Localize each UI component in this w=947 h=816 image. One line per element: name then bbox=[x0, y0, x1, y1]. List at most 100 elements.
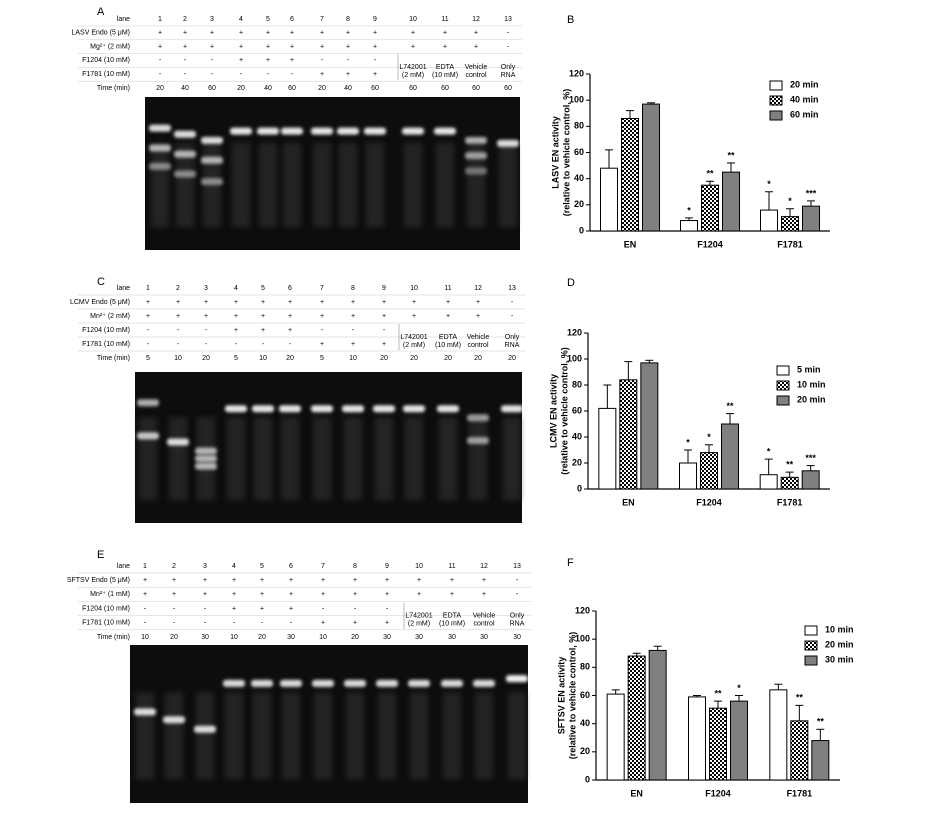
cell: 5 bbox=[260, 563, 264, 570]
cell: + bbox=[411, 43, 415, 50]
cell: 10 bbox=[141, 634, 149, 641]
cell: 6 bbox=[289, 563, 293, 570]
lane-note: Vehicle bbox=[473, 612, 496, 619]
cell: 30 bbox=[480, 634, 488, 641]
significance: ** bbox=[714, 689, 722, 699]
cell: 8 bbox=[351, 285, 355, 292]
lane-note: control bbox=[465, 72, 486, 79]
lane-note: L742001 bbox=[400, 334, 427, 341]
gel-band bbox=[279, 405, 301, 413]
bar bbox=[640, 362, 659, 490]
gel-band bbox=[149, 162, 171, 170]
lane-note: L742001 bbox=[399, 64, 426, 71]
gel-band bbox=[174, 150, 196, 158]
gel-smear bbox=[436, 142, 454, 228]
gel-smear bbox=[151, 142, 169, 228]
cell: + bbox=[450, 577, 454, 584]
cell: + bbox=[373, 30, 377, 37]
legend-swatch bbox=[804, 655, 818, 666]
cell: 7 bbox=[320, 16, 324, 23]
y-tick-label: 100 bbox=[569, 95, 584, 105]
cell: + bbox=[351, 299, 355, 306]
cell: - bbox=[511, 299, 514, 306]
y-axis-label: SFTSV EN activity bbox=[556, 657, 566, 735]
bar bbox=[621, 117, 639, 232]
legend-label: 40 min bbox=[790, 94, 819, 104]
cell: 5 bbox=[234, 355, 238, 362]
gel-band bbox=[337, 127, 359, 135]
cell: 12 bbox=[480, 563, 488, 570]
cell: 5 bbox=[266, 16, 270, 23]
x-tick-label: EN bbox=[630, 788, 643, 798]
gel-band bbox=[311, 405, 333, 413]
bar bbox=[780, 476, 799, 490]
cell: + bbox=[385, 620, 389, 627]
gel-smear bbox=[227, 417, 245, 501]
bar bbox=[769, 689, 788, 781]
gel-band bbox=[252, 405, 274, 413]
gel-smear bbox=[339, 142, 357, 228]
significance: * bbox=[686, 437, 690, 447]
cell: - bbox=[511, 313, 514, 320]
cell: + bbox=[266, 43, 270, 50]
gel-smear bbox=[475, 692, 493, 780]
bar bbox=[709, 707, 727, 781]
cell: + bbox=[146, 313, 150, 320]
gel-smear bbox=[232, 142, 250, 228]
gel-band bbox=[467, 414, 489, 422]
significance: ** bbox=[786, 459, 794, 469]
cell: + bbox=[474, 30, 478, 37]
cell: - bbox=[205, 327, 208, 334]
cell: 10 bbox=[410, 285, 418, 292]
cell: + bbox=[158, 30, 162, 37]
cell: 4 bbox=[234, 285, 238, 292]
cell: - bbox=[184, 71, 187, 78]
gel-band bbox=[434, 127, 456, 135]
panel-label: E bbox=[97, 549, 104, 561]
lane-note: Vehicle bbox=[465, 64, 488, 71]
cell: 3 bbox=[203, 563, 207, 570]
row-label: Time (min) bbox=[97, 355, 130, 362]
cell: 13 bbox=[504, 16, 512, 23]
cell: 20 bbox=[318, 85, 326, 92]
bar bbox=[642, 103, 660, 232]
significance: * bbox=[767, 179, 771, 189]
legend-swatch bbox=[769, 110, 783, 121]
legend-label: 20 min bbox=[790, 79, 819, 89]
y-tick-label: 40 bbox=[580, 718, 590, 728]
cell: 6 bbox=[288, 285, 292, 292]
cell: - bbox=[267, 71, 270, 78]
cell: 11 bbox=[448, 563, 455, 570]
cell: 5 bbox=[320, 355, 324, 362]
y-axis-label: LCMV EN activity bbox=[548, 374, 558, 448]
cell: 20 bbox=[258, 634, 266, 641]
cell: + bbox=[146, 299, 150, 306]
cell: + bbox=[261, 299, 265, 306]
cell: + bbox=[346, 71, 350, 78]
cell: - bbox=[233, 620, 236, 627]
gel-band bbox=[195, 447, 217, 455]
cell: 1 bbox=[158, 16, 162, 23]
cell: + bbox=[176, 299, 180, 306]
cell: 60 bbox=[208, 85, 216, 92]
cell: 1 bbox=[146, 285, 150, 292]
cell: 2 bbox=[183, 16, 187, 23]
lane-note: control bbox=[473, 620, 494, 627]
cell: + bbox=[320, 30, 324, 37]
cell: 2 bbox=[176, 285, 180, 292]
cell: 20 bbox=[156, 85, 164, 92]
gel-smear bbox=[313, 417, 331, 501]
gel-band bbox=[344, 679, 366, 687]
row-label: LASV Endo (5 μM) bbox=[71, 30, 130, 37]
bar bbox=[619, 379, 638, 490]
cell: 20 bbox=[170, 634, 178, 641]
y-tick-label: 40 bbox=[574, 173, 584, 183]
cell: + bbox=[385, 591, 389, 598]
gel-band bbox=[167, 438, 189, 446]
gel-band bbox=[195, 455, 217, 463]
cell: + bbox=[353, 591, 357, 598]
cell: + bbox=[450, 591, 454, 598]
cell: - bbox=[383, 327, 386, 334]
cell: 10 bbox=[409, 16, 417, 23]
